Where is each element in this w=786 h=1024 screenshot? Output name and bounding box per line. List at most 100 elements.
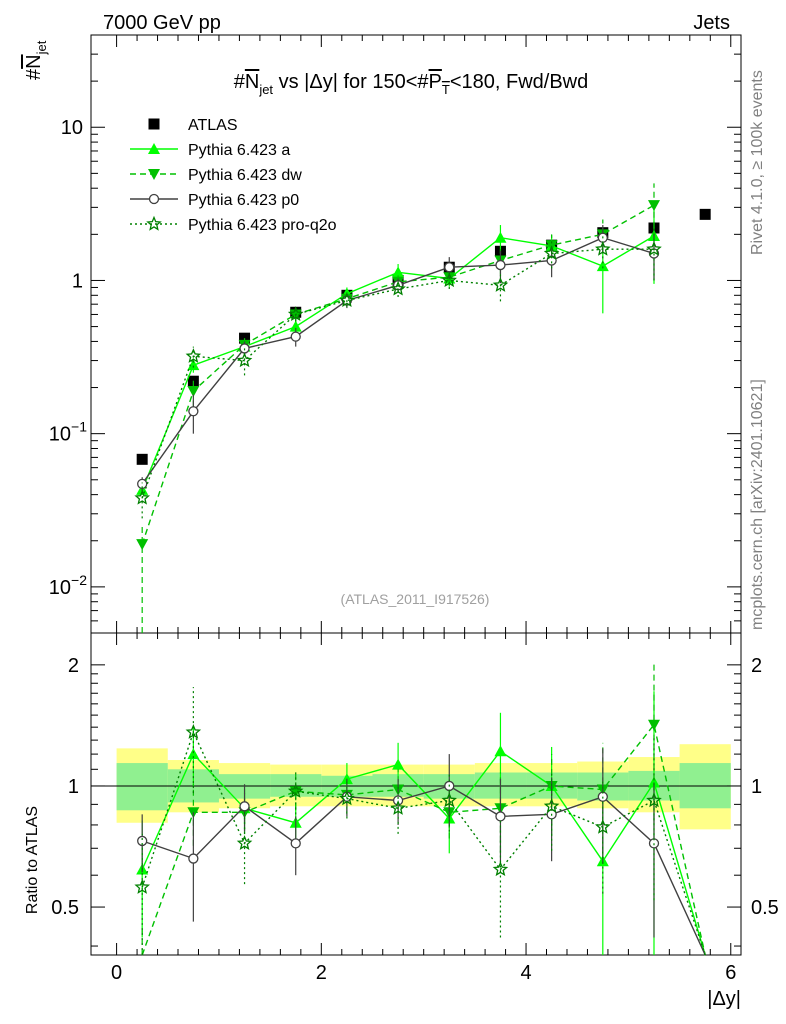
- side-label-rivet: Rivet 4.1.0, ≥ 100k events: [749, 70, 766, 255]
- data-point: [187, 359, 200, 371]
- data-point: [492, 861, 509, 877]
- y-tick-label-ratio: 0.5: [51, 897, 79, 919]
- legend-marker: [148, 169, 160, 180]
- data-point: [185, 724, 202, 739]
- x-tick-label: 0: [111, 962, 122, 984]
- y-tick-label-ratio-right: 1: [751, 776, 762, 798]
- data-point: [137, 835, 148, 847]
- legend-label: Pythia 6.423 dw: [188, 167, 302, 184]
- series-main-atlas: [136, 208, 711, 465]
- data-point: [136, 453, 148, 465]
- side-label-mcplots: mcplots.cern.ch [arXiv:2401.10621]: [749, 379, 766, 630]
- series-line: [141, 730, 706, 956]
- data-point: [134, 489, 150, 505]
- data-point: [289, 320, 302, 332]
- y-tick-label-ratio-right: 2: [751, 655, 762, 677]
- data-point: [239, 801, 250, 812]
- data-point: [647, 776, 660, 788]
- data-point: [137, 478, 148, 490]
- data-point: [699, 208, 711, 220]
- data-point: [495, 811, 506, 822]
- data-point: [236, 835, 253, 850]
- y-axis-label-ratio: Ratio to ATLAS: [24, 806, 41, 914]
- data-point: [492, 277, 509, 292]
- x-tick-label: 6: [725, 962, 736, 984]
- y-tick-label-main: 10−2: [49, 572, 87, 599]
- y-tick-label-ratio: 1: [68, 776, 79, 798]
- ratio-band-inner: [116, 763, 168, 811]
- data-point: [647, 200, 660, 212]
- series-line: [141, 248, 654, 499]
- legend-marker: [146, 215, 162, 231]
- data-point: [543, 245, 560, 261]
- series-ratio-pythia-6-423-dw: [141, 663, 706, 956]
- y-tick-label-main: 10−1: [49, 419, 87, 446]
- data-point: [494, 745, 507, 757]
- data-point: [494, 231, 507, 243]
- data-point: [136, 539, 149, 551]
- data-point: [290, 331, 301, 342]
- data-point: [495, 259, 506, 271]
- data-point: [290, 838, 301, 849]
- data-point: [187, 385, 200, 397]
- legend-label: Pythia 6.423 pro-q2o: [188, 217, 337, 234]
- series-line: [141, 785, 706, 956]
- legend-marker: [148, 193, 160, 205]
- series-ratio-pythia-6-423-a: [136, 691, 706, 956]
- data-point: [188, 406, 199, 417]
- chart-title: #Njet vs |Δy| for 150<#PT<180, Fwd/Bwd: [234, 71, 589, 97]
- legend-label: Pythia 6.423 p0: [188, 192, 299, 209]
- data-point: [646, 241, 662, 256]
- data-point: [594, 818, 611, 834]
- data-point: [392, 266, 405, 278]
- series-line: [141, 723, 706, 956]
- data-point: [647, 719, 660, 731]
- legend-label: ATLAS: [188, 117, 238, 134]
- series-main-pythia-6-423-dw: [136, 183, 660, 633]
- y-tick-label-main: 1: [72, 270, 83, 292]
- ratio-uncertainty-bands: [116, 744, 731, 830]
- data-point: [444, 262, 455, 273]
- data-point: [339, 292, 355, 308]
- data-point: [185, 348, 202, 363]
- data-point: [646, 792, 662, 808]
- ratio-frame: [90, 632, 742, 956]
- legend: ATLAS Pythia 6.423 a Pythia 6.423 dw Pythia…: [130, 117, 337, 234]
- data-point: [236, 352, 253, 368]
- series-line: [141, 204, 655, 545]
- plot-frames: 0 2 4 6 10−2 10−1 1 10 0.5 0.5 1 1 2 2: [49, 34, 779, 984]
- y-tick-label-main: 10: [61, 117, 83, 139]
- x-axis-label: |Δy|: [707, 988, 741, 1010]
- data-point: [188, 853, 199, 864]
- data-point: [392, 758, 405, 770]
- data-point: [595, 241, 611, 256]
- data-point: [441, 792, 458, 808]
- x-tick-label: 2: [316, 962, 327, 984]
- analysis-watermark: (ATLAS_2011_I917526): [341, 591, 490, 607]
- data-point: [543, 798, 560, 813]
- series-main-pythia-6-423-a: [136, 208, 660, 495]
- header-right: Jets: [693, 12, 730, 34]
- header-left: 7000 GeV pp: [103, 12, 221, 34]
- data-point: [339, 790, 355, 806]
- data-point: [187, 748, 200, 760]
- x-tick-label: 4: [520, 962, 531, 984]
- data-point: [287, 306, 304, 322]
- data-point: [287, 783, 304, 798]
- series-line: [141, 750, 706, 956]
- y-tick-label-ratio-right: 0.5: [751, 897, 779, 919]
- series-ratio-pythia-6-423-pro-q2o: [134, 687, 706, 956]
- legend-marker: [148, 143, 160, 154]
- y-axis-label-main: #Njet: [23, 40, 49, 80]
- data-point: [441, 272, 457, 288]
- data-point: [596, 260, 609, 272]
- data-point: [390, 280, 406, 296]
- data-point: [134, 879, 150, 894]
- y-tick-label-ratio: 2: [68, 655, 79, 677]
- legend-marker: [148, 118, 160, 130]
- data-point: [390, 800, 406, 815]
- data-marks: [134, 183, 711, 956]
- legend-label: Pythia 6.423 a: [188, 142, 290, 159]
- series-main-pythia-6-423-pro-q2o: [134, 227, 662, 519]
